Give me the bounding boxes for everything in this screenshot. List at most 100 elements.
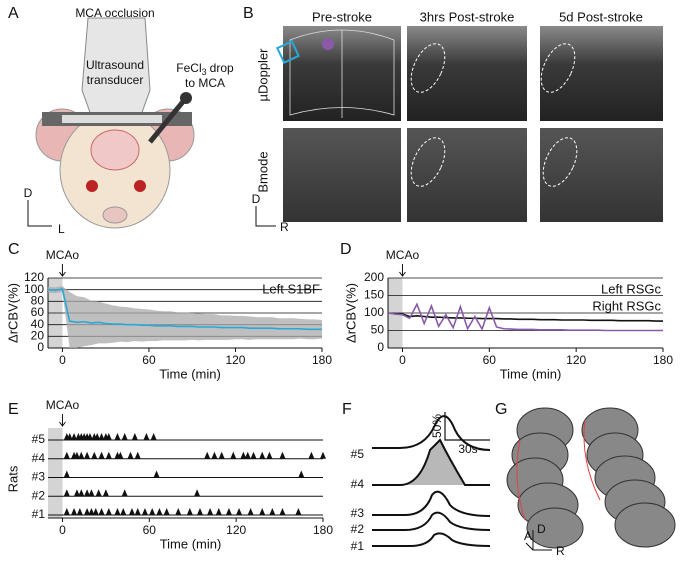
event-marker (215, 508, 222, 515)
event-marker (186, 508, 193, 515)
event-marker (78, 489, 85, 497)
event-marker (88, 489, 95, 497)
event-marker (320, 451, 326, 459)
traces-part (372, 415, 491, 451)
event-marker (250, 451, 257, 459)
event-marker (225, 508, 232, 515)
event-marker (240, 451, 247, 459)
line (47, 288, 322, 331)
legend-entry: Right RSGc (592, 298, 661, 313)
column-label: Pre-stroke (312, 9, 372, 24)
axis-label: D (252, 192, 261, 206)
x-tick-label: 0 (59, 353, 66, 367)
traces-part (372, 490, 491, 517)
event-marker (114, 433, 121, 440)
event-marker (134, 508, 141, 515)
event-marker (295, 508, 302, 515)
event-marker (121, 433, 128, 440)
event-marker (114, 508, 121, 515)
event-marker (98, 433, 105, 440)
row-label: #3 (32, 470, 46, 484)
y-tick-label: 60 (31, 305, 45, 319)
row-label: #1 (32, 507, 46, 521)
event-marker (143, 433, 150, 440)
event-marker (163, 508, 170, 515)
ultrasound-images-part (276, 40, 300, 64)
traces (372, 412, 491, 547)
x-tick-label: 180 (653, 353, 673, 367)
x-tick-label: 60 (142, 353, 156, 367)
mouse-illustration-part (180, 92, 192, 104)
event-marker (71, 433, 78, 440)
y-tick-label: 80 (31, 294, 45, 308)
x-tick-label: 180 (312, 353, 332, 367)
label: drop (210, 61, 234, 75)
event-marker (218, 451, 225, 459)
panel-letter: A (8, 5, 19, 22)
mouse-illustration (27, 17, 195, 229)
panel-letter: G (495, 401, 507, 418)
event-marker (149, 508, 156, 515)
event-marker (98, 508, 105, 515)
event-marker (71, 508, 78, 515)
axis-label: L (58, 222, 65, 236)
annotation: MCAo (46, 398, 80, 412)
axis-label: R (280, 220, 289, 234)
column-label: 3hrs Post-stroke (420, 9, 515, 24)
traces-part (444, 412, 490, 441)
axis-label: R (556, 544, 565, 558)
x-tick-label: 0 (399, 353, 406, 367)
mouse-illustration-part (148, 96, 188, 144)
error-band (48, 286, 322, 348)
event-marker (156, 508, 163, 515)
event-marker (259, 451, 266, 459)
label: FeCl (176, 61, 201, 75)
row-label: #2 (32, 488, 46, 502)
label: transducer (87, 73, 144, 87)
y-tick-label: 40 (31, 317, 45, 331)
scale-label: 50% (430, 414, 444, 438)
traces-part (372, 532, 491, 547)
ultrasound-images-part (410, 137, 446, 187)
event-marker (66, 433, 73, 440)
axis-label: D (537, 522, 546, 536)
trace-label: #2 (351, 522, 365, 536)
trace-label: #4 (351, 477, 365, 491)
event-marker (308, 451, 315, 459)
event-marker (73, 489, 80, 497)
event-marker (279, 451, 286, 459)
label: 3 (202, 67, 207, 77)
trace-label: #3 (351, 506, 365, 520)
event-marker (175, 508, 182, 515)
event-marker (88, 508, 95, 515)
panel-letter: F (342, 401, 352, 418)
y-tick-label: 150 (364, 288, 384, 302)
x-tick-label: 0 (59, 523, 66, 537)
ultrasound-images-part (407, 26, 527, 121)
x-tick-label: 180 (313, 523, 333, 537)
event-marker (211, 451, 218, 459)
x-tick-label: 120 (225, 353, 245, 367)
event-marker (86, 433, 93, 440)
event-marker (105, 433, 112, 440)
ultrasound-images-part (540, 43, 576, 93)
event-marker (84, 489, 91, 497)
label: FeCl3 drop (176, 61, 234, 77)
annotation-arrow (59, 264, 66, 277)
event-marker (63, 508, 70, 515)
event-marker (63, 489, 70, 497)
y-tick-label: 100 (364, 305, 384, 319)
event-marker (95, 489, 102, 497)
x-axis-label: Time (min) (500, 366, 562, 381)
event-marker (279, 508, 286, 515)
x-axis-label: Time (min) (159, 366, 221, 381)
ultrasound-images-part (322, 38, 334, 50)
event-marker (150, 433, 157, 440)
ultrasound-images-part (540, 128, 663, 222)
legend-entry: Left S1BF (262, 281, 320, 296)
mouse-illustration-part (86, 180, 98, 192)
brain-slices-part (516, 439, 526, 521)
trace-label: #5 (351, 447, 365, 461)
event-marker (153, 470, 160, 478)
panel-letter: D (340, 241, 352, 258)
